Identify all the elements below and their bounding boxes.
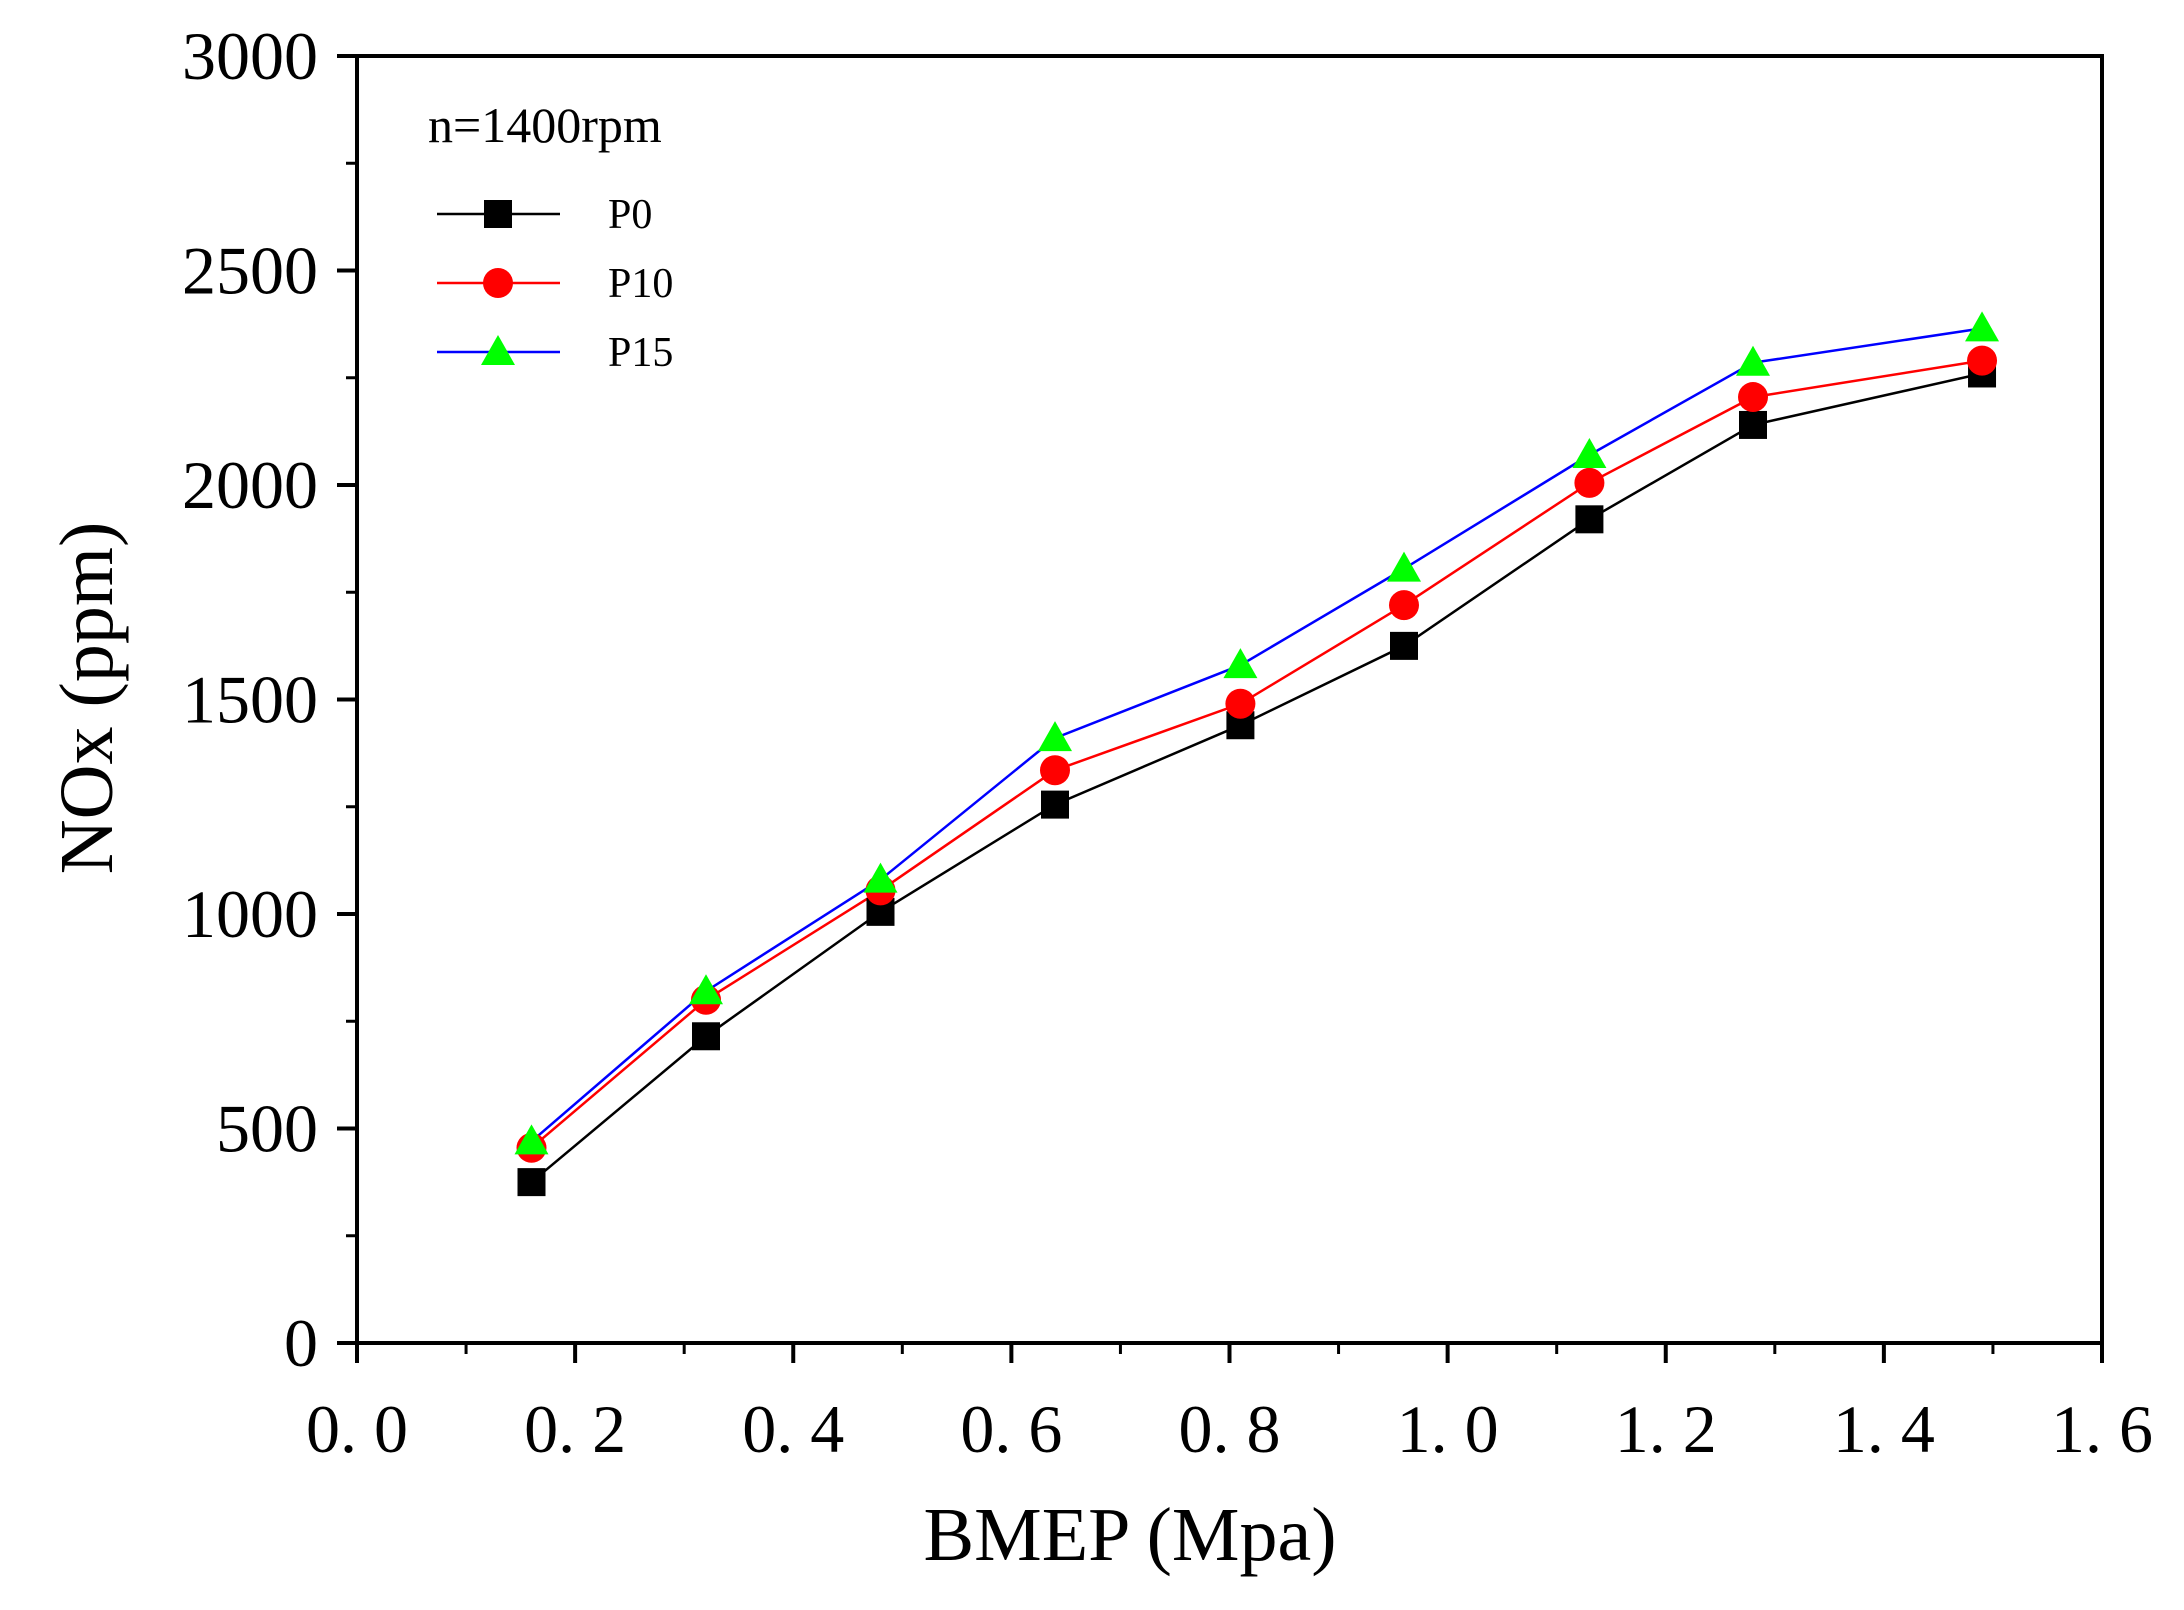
legend-marker-p15 [481, 335, 515, 365]
y-tick-label: 500 [216, 1091, 318, 1167]
y-tick-label: 0 [284, 1305, 318, 1381]
legend: P0 P10 P15 [437, 192, 673, 376]
x-tick-label: 0. 8 [1179, 1391, 1281, 1467]
data-point-p15 [1223, 648, 1258, 679]
x-tick-label: 0. 2 [524, 1391, 626, 1467]
x-axis-ticks: 0. 0 0. 2 0. 4 0. 6 0. 8 1. 0 1. 2 1. 4 1. 6 [306, 1343, 2153, 1467]
data-point-p0 [692, 1022, 720, 1051]
legend-label-p15: P15 [608, 330, 673, 376]
data-point-p0 [1390, 631, 1418, 660]
x-tick-label: 1. 0 [1397, 1391, 1499, 1467]
legend-label-p0: P0 [608, 192, 652, 238]
data-point-p0 [517, 1168, 546, 1197]
y-axis-ticks: 0 500 1000 1500 2000 2500 3000 [182, 18, 357, 1381]
data-point-p15 [514, 1124, 549, 1155]
y-tick-label: 3000 [182, 18, 318, 94]
data-point-p15 [1038, 721, 1072, 752]
data-point-p15 [863, 862, 898, 893]
legend-marker-p10 [483, 268, 513, 298]
series-line-p10 [530, 359, 1983, 1149]
data-point-p15 [689, 974, 723, 1005]
data-point-p10 [1738, 382, 1768, 413]
x-tick-label: 0. 0 [306, 1391, 408, 1467]
x-tick-label: 1. 4 [1833, 1391, 1935, 1467]
data-point-p10 [1389, 590, 1419, 621]
data-point-p15 [1572, 437, 1607, 468]
x-tick-label: 1. 2 [1615, 1391, 1717, 1467]
x-tick-label: 1. 6 [2051, 1391, 2153, 1467]
data-point-p0 [1041, 790, 1069, 819]
series-line-p15 [530, 327, 1983, 1143]
data-point-p10 [1225, 688, 1256, 719]
series-layer [514, 311, 2000, 1197]
x-tick-label: 0. 4 [742, 1391, 844, 1467]
annotation-speed: n=1400rpm [428, 97, 662, 153]
series-line-p0 [530, 372, 1983, 1184]
data-point-p10 [1574, 467, 1605, 498]
data-point-p0 [1575, 505, 1604, 534]
x-tick-label: 0. 6 [960, 1391, 1062, 1467]
y-axis-title: NOx (ppm) [45, 522, 129, 875]
y-tick-label: 1500 [182, 662, 318, 738]
data-point-p10 [1967, 345, 1998, 376]
data-point-p10 [1040, 755, 1070, 786]
legend-marker-p0 [484, 200, 512, 228]
data-point-p0 [1739, 410, 1767, 439]
data-point-p15 [1965, 311, 2000, 342]
y-tick-label: 1000 [182, 876, 318, 952]
x-axis-title: BMEP (Mpa) [923, 1493, 1336, 1577]
y-tick-label: 2000 [182, 447, 318, 523]
data-point-p15 [1387, 551, 1421, 582]
y-tick-label: 2500 [182, 233, 318, 309]
legend-label-p10: P10 [608, 261, 673, 307]
data-point-p15 [1736, 345, 1770, 376]
